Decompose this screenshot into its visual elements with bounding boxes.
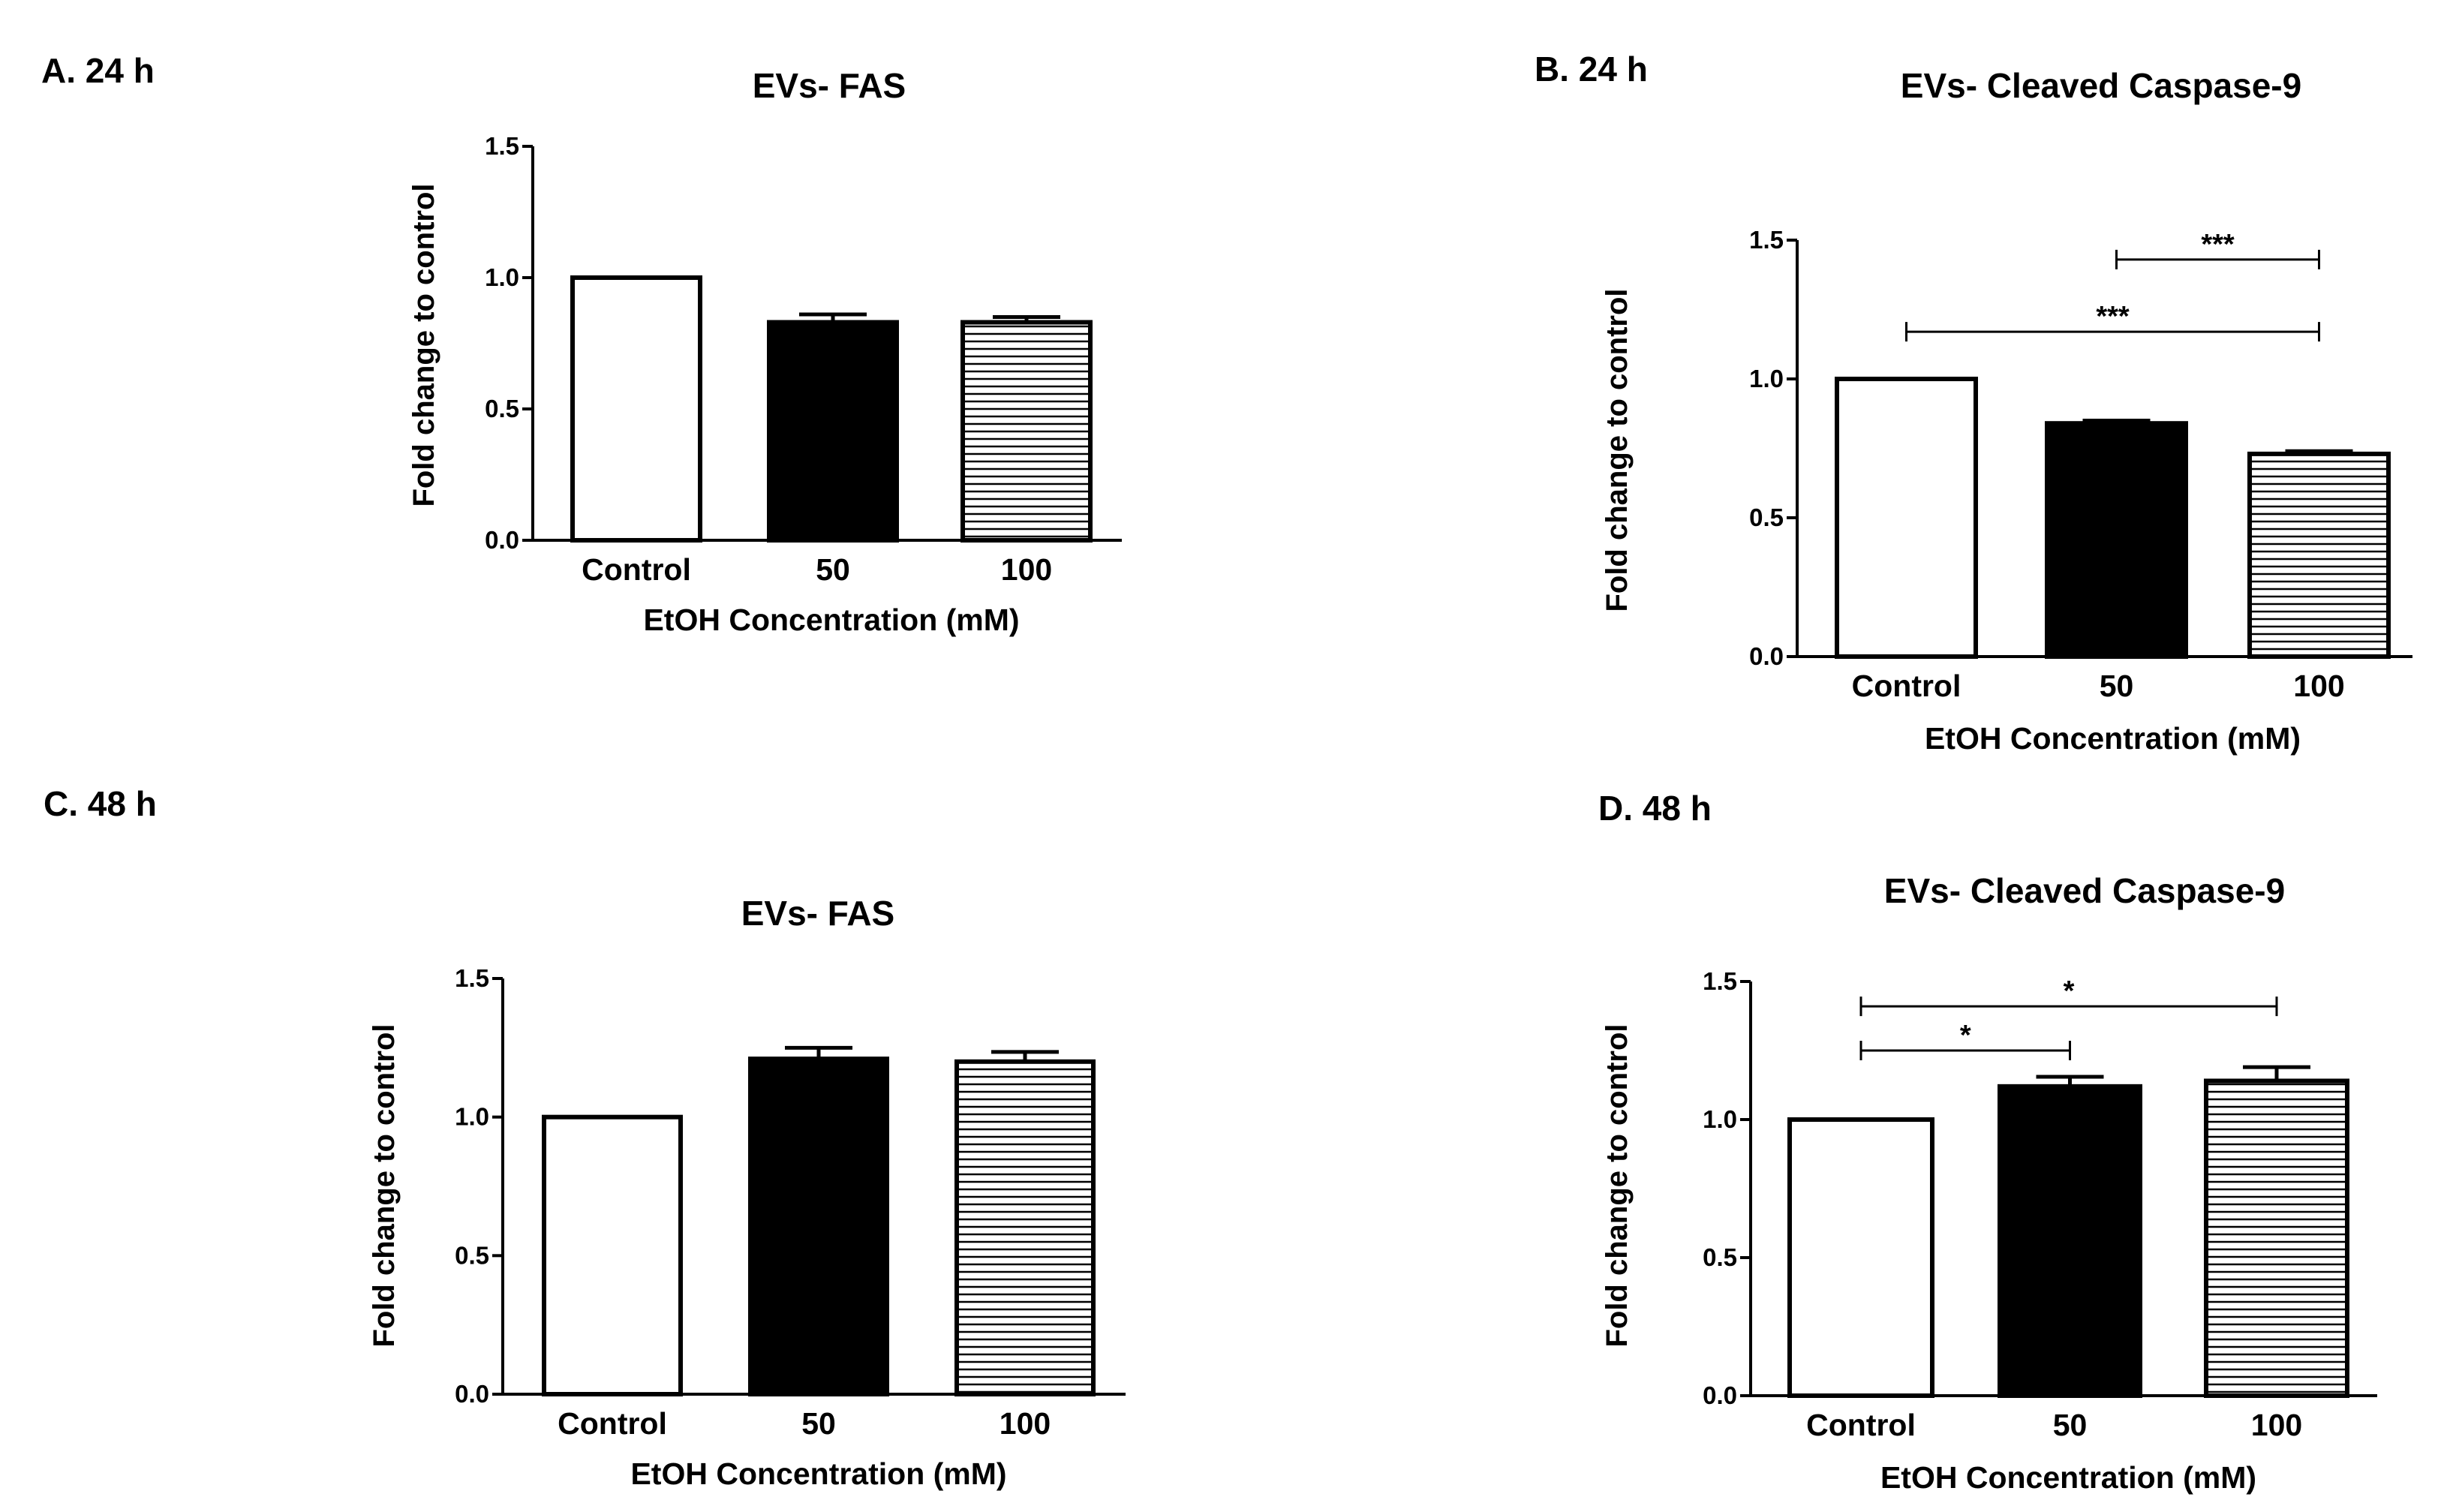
significance-label: ***	[2201, 229, 2235, 260]
y-tick-label: 0.5	[485, 395, 519, 422]
x-axis-label: EtOH Concentration (mM)	[630, 1456, 1006, 1491]
y-tick-label: 0.5	[1703, 1243, 1737, 1271]
bar-50	[767, 320, 899, 543]
y-axis-label: Fold change to control	[1601, 1024, 1634, 1347]
y-tick-label: 0.5	[455, 1241, 489, 1269]
x-category-label: 100	[2251, 1408, 2302, 1442]
chart-title: EVs- Cleaved Caspase-9	[1884, 871, 2285, 910]
bar-50	[748, 1057, 889, 1397]
significance-label: *	[2064, 975, 2075, 1007]
bar-100	[2204, 1078, 2349, 1398]
x-category-label: 100	[1000, 1406, 1051, 1441]
x-category-label: 100	[2293, 669, 2344, 703]
y-axis-label: Fold change to control	[1601, 288, 1634, 612]
chart-title: EVs- Cleaved Caspase-9	[1901, 66, 2301, 105]
chart-title: EVs- FAS	[753, 66, 906, 105]
x-category-label: 100	[1001, 552, 1052, 587]
x-category-label: Control	[1852, 669, 1961, 703]
y-tick-label: 1.0	[1749, 365, 1784, 392]
panel-label: C. 48 h	[44, 784, 157, 823]
significance-label: *	[1960, 1020, 1971, 1051]
bar-100	[2247, 451, 2391, 660]
y-tick-label: 0.0	[485, 526, 519, 554]
bar-control	[542, 1114, 683, 1396]
chart-panel-3: C. 48 h EVs- FAS Fold change to control 0.0…	[44, 784, 1126, 1491]
significance-label: ***	[2096, 301, 2130, 332]
y-tick-label: 0.0	[1749, 642, 1784, 670]
x-axis-label: EtOH Concentration (mM)	[1925, 721, 2301, 756]
x-category-label: 50	[801, 1406, 836, 1441]
y-tick-label: 0.5	[1749, 503, 1784, 531]
x-category-label: Control	[558, 1406, 667, 1441]
bar-100	[960, 320, 1093, 543]
y-tick-label: 0.0	[455, 1380, 489, 1408]
y-tick-label: 1.0	[455, 1103, 489, 1131]
x-category-label: 50	[2053, 1408, 2088, 1442]
y-tick-label: 0.0	[1703, 1381, 1737, 1409]
panel-label: D. 48 h	[1598, 789, 1712, 828]
bar-control	[1835, 377, 1978, 659]
x-category-label: Control	[582, 552, 691, 587]
bar-100	[954, 1059, 1096, 1397]
chart-title: EVs- FAS	[741, 894, 895, 933]
x-axis-label: EtOH Concentration (mM)	[643, 603, 1019, 637]
y-axis-label: Fold change to control	[368, 1024, 401, 1347]
y-tick-label: 1.5	[485, 132, 519, 160]
y-tick-label: 1.0	[485, 263, 519, 291]
chart-panel-2: B. 24 h EVs- Cleaved Caspase-9 Fold change…	[1535, 50, 2412, 756]
panel-label: A. 24 h	[41, 51, 155, 90]
x-category-label: 50	[2100, 669, 2134, 703]
bar-control	[570, 275, 702, 543]
y-axis-label: Fold change to control	[407, 183, 440, 507]
y-tick-label: 1.5	[1749, 226, 1784, 254]
panel-label: B. 24 h	[1535, 50, 1648, 89]
x-axis-label: EtOH Concentration (mM)	[1880, 1460, 2256, 1495]
y-tick-label: 1.5	[455, 964, 489, 992]
bar-50	[1998, 1084, 2142, 1398]
y-tick-label: 1.0	[1703, 1105, 1737, 1133]
x-category-label: Control	[1806, 1408, 1916, 1442]
bar-control	[1787, 1117, 1934, 1398]
y-tick-label: 1.5	[1703, 967, 1737, 995]
chart-panel-4: D. 48 h EVs- Cleaved Caspase-9 Fold change…	[1598, 789, 2377, 1495]
x-category-label: 50	[816, 552, 850, 587]
bar-50	[2045, 421, 2188, 659]
chart-panel-1: A. 24 h EVs- FAS Fold change to control 0.0…	[41, 51, 1122, 637]
